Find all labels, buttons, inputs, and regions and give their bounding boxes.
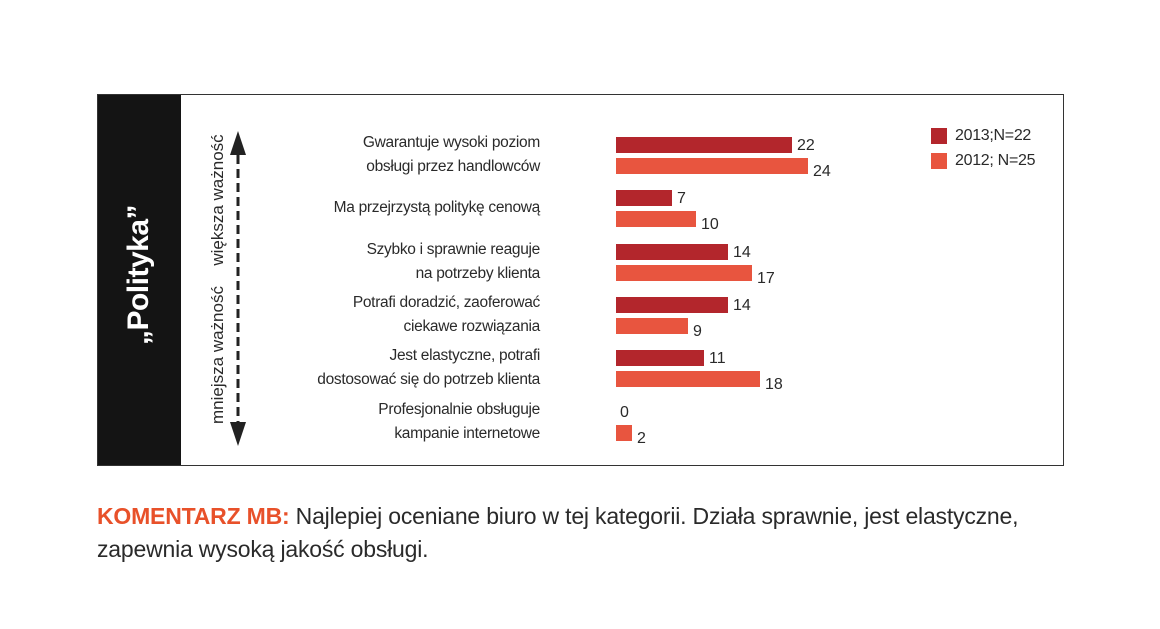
- bar-2012: [616, 158, 808, 174]
- category-label-line: na potrzeby klienta: [415, 264, 541, 282]
- comment: KOMENTARZ MB: Najlepiej oceniane biuro w…: [97, 500, 1057, 566]
- comment-label: KOMENTARZ MB:: [97, 503, 290, 529]
- category-label-line: kampanie internetowe: [394, 424, 540, 442]
- data-label: 17: [757, 269, 775, 287]
- data-label: 2: [637, 429, 646, 447]
- data-label: 0: [620, 403, 629, 421]
- category-label: Szybko i sprawnie reaguje na potrzeby kli…: [366, 238, 541, 286]
- category-label: Profesjonalnie obsługuje kampanie interne…: [378, 398, 540, 446]
- data-label: 18: [765, 376, 783, 394]
- data-label: 14: [733, 243, 751, 261]
- bar-2012: [616, 371, 760, 388]
- data-label: 14: [733, 296, 751, 314]
- legend-label: 2013;N=22: [955, 127, 1032, 144]
- data-label: 10: [701, 216, 719, 234]
- chart-frame: „Polityka” większa ważność mniejsza ważn…: [97, 94, 1064, 466]
- legend-swatch: [931, 128, 947, 144]
- bar-2013: [616, 137, 792, 153]
- data-label: 24: [813, 163, 831, 180]
- legend-item: 2012; N=25: [931, 152, 1035, 170]
- legend-label: 2012; N=25: [955, 152, 1036, 169]
- bar-2012: [616, 317, 688, 334]
- category-label-line: Szybko i sprawnie reaguje: [366, 240, 541, 258]
- bar-2012: [616, 211, 696, 228]
- data-label: 7: [677, 190, 686, 208]
- category-label-line: Jest elastyczne, potrafi: [389, 347, 541, 365]
- bar-2012: [616, 424, 632, 441]
- data-label: 11: [709, 350, 726, 368]
- chart-title: „Polityka”: [122, 204, 155, 346]
- legend-item: 2013;N=22: [931, 127, 1031, 145]
- category-label: Gwarantuje wysoki poziom obsługi przez ha…: [363, 131, 540, 179]
- category-label-line: Potrafi doradzić, zaoferować: [352, 293, 540, 311]
- category-label-line: obsługi przez handlowców: [366, 158, 540, 175]
- category-label-line: ciekawe rozwiązania: [403, 317, 541, 335]
- legend-swatch: [931, 153, 947, 169]
- category-label: Ma przejrzystą politykę cenową: [333, 196, 541, 220]
- bar-2013: [616, 350, 704, 367]
- category-label-line: dostosować się do potrzeb klienta: [317, 371, 540, 389]
- category-label: Jest elastyczne, potrafi dostosować się d…: [317, 344, 540, 392]
- category-label-line: Profesjonalnie obsługuje: [378, 400, 540, 418]
- axis-label-low: mniejsza ważność: [208, 286, 227, 424]
- category-label: Potrafi doradzić, zaoferować ciekawe rozw…: [353, 291, 540, 339]
- bar-2013: [616, 296, 728, 313]
- importance-arrow-icon: [230, 131, 246, 446]
- bar-2013: [616, 243, 728, 260]
- bar-2012: [616, 264, 752, 281]
- bar-2013: [616, 190, 672, 207]
- title-strip: „Polityka”: [98, 95, 181, 465]
- data-label: 9: [693, 322, 702, 340]
- comment-text: Najlepiej oceniane biuro w tej kategorii…: [97, 503, 1019, 562]
- category-label-line: Ma przejrzystą politykę cenową: [333, 199, 541, 217]
- data-label: 22: [797, 137, 815, 154]
- category-label-line: Gwarantuje wysoki poziom: [362, 134, 540, 151]
- axis-label-high: większa ważność: [208, 134, 227, 266]
